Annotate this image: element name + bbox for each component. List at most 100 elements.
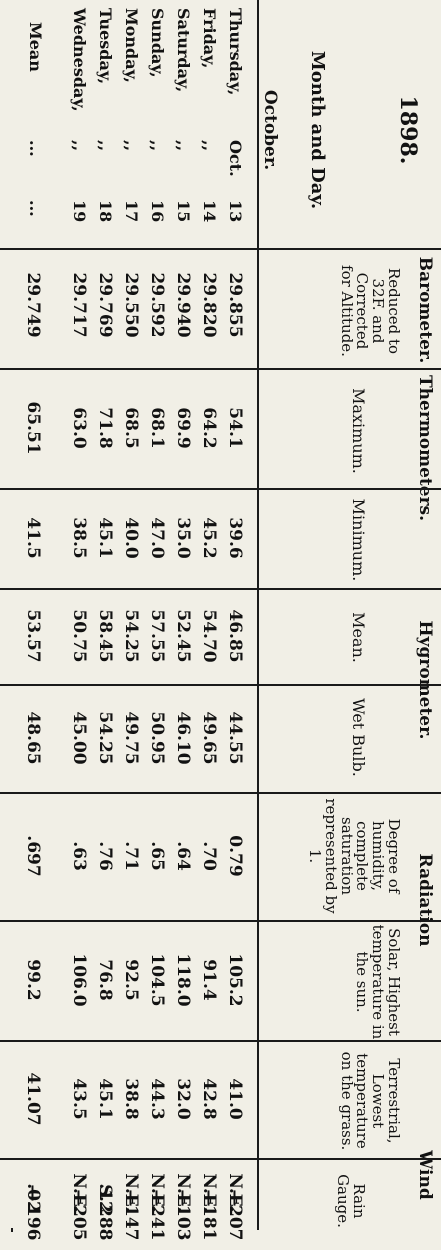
header-rule <box>257 0 259 1230</box>
cell-value: 205 <box>69 1205 89 1241</box>
cell-value: 58.45 <box>95 609 115 663</box>
row-date: 17 <box>122 200 141 223</box>
row-day: Wednesday, <box>70 8 89 112</box>
mean-value: 99.2 <box>23 959 43 1001</box>
divider-2 <box>0 368 441 370</box>
cell-value: 92.5 <box>121 959 141 1001</box>
row-day: Monday, <box>122 8 141 83</box>
cell-value: .71 <box>121 841 141 871</box>
row-month: ,, <box>96 140 115 152</box>
cell-value: 49.75 <box>121 711 141 765</box>
col-thermo-mean: Mean. <box>349 612 368 663</box>
cell-value: 91.4 <box>199 959 219 1001</box>
cell-value: 50.75 <box>69 609 89 663</box>
month-and-day-heading: Month and Day. <box>307 50 328 210</box>
cell-value: 29.940 <box>173 272 193 338</box>
mean-value: 48.65 <box>23 711 43 765</box>
divider-1 <box>0 248 441 250</box>
cell-value: 49.65 <box>199 711 219 765</box>
group-barometer: Barometer. <box>415 256 435 364</box>
cell-value: 29.717 <box>69 272 89 338</box>
cell-value: 241 <box>147 1205 167 1241</box>
row-day: Friday, <box>200 8 219 69</box>
cell-value: 35.0 <box>173 517 193 559</box>
cell-value: .63 <box>69 841 89 871</box>
cell-value: 181 <box>199 1205 219 1241</box>
mean-value: .697 <box>23 835 43 877</box>
group-radiation: Radiation <box>415 853 435 947</box>
cell-value: 0.79 <box>225 835 245 877</box>
row-day: Sunday, <box>148 8 167 78</box>
cell-value: 63.0 <box>69 407 89 449</box>
cell-value: 71.8 <box>95 407 115 449</box>
cell-value: 50.95 <box>147 711 167 765</box>
cell-value: 42.8 <box>199 1078 219 1120</box>
cell-value: 76.8 <box>95 959 115 1001</box>
month-heading: October. <box>260 89 280 171</box>
mean-value: 65.51 <box>23 401 43 455</box>
cell-value: 29.820 <box>199 272 219 338</box>
row-day: Tuesday, <box>96 8 115 85</box>
col-thermo-minimum: Minimum. <box>349 498 368 582</box>
mean-value: 41.5 <box>23 517 43 559</box>
cell-value: 44.3 <box>147 1078 167 1120</box>
divider-9 <box>0 1158 441 1160</box>
col-humidity: Degree of humidity, complete saturation … <box>306 798 403 914</box>
cell-value: 46.10 <box>173 711 193 765</box>
row-date: 19 <box>70 200 89 223</box>
cell-value: 147 <box>121 1205 141 1241</box>
cell-value: 38.8 <box>121 1078 141 1120</box>
group-wind: Wind <box>415 1150 435 1200</box>
row-month: ,, <box>70 140 89 152</box>
cell-value: 38.5 <box>69 517 89 559</box>
mean-value: 53.57 <box>23 609 43 663</box>
row-month: ,, <box>174 140 193 152</box>
divider-3 <box>0 488 441 490</box>
cell-value: 29.592 <box>147 272 167 338</box>
row-month: ,, <box>148 140 167 152</box>
mean-label: Mean <box>26 22 45 72</box>
cell-value: 45.1 <box>95 1078 115 1120</box>
cell-value: 39.6 <box>225 517 245 559</box>
row-date: 14 <box>200 200 219 223</box>
cell-value: 29.550 <box>121 272 141 338</box>
cell-value: 45.00 <box>69 711 89 765</box>
cell-value: 118.0 <box>173 953 193 1007</box>
cell-value: 44.55 <box>225 711 245 765</box>
cell-value: .76 <box>95 841 115 871</box>
cell-value: 288 <box>95 1205 115 1241</box>
cell-value: 29.855 <box>225 272 245 338</box>
group-hygrometer: Hygrometer. <box>415 620 435 740</box>
cell-value: 45.1 <box>95 517 115 559</box>
row-month: Oct. <box>226 140 245 177</box>
cell-value: 54.70 <box>199 609 219 663</box>
cell-value: 54.25 <box>121 609 141 663</box>
cell-value: 103 <box>173 1205 193 1241</box>
row-date: 15 <box>174 200 193 223</box>
cell-value: 54.25 <box>95 711 115 765</box>
cell-value: 52.45 <box>173 609 193 663</box>
cell-value: 106.0 <box>69 953 89 1007</box>
mean-dots-1: ... <box>26 140 45 157</box>
col-solar: Solar, Highest temperature in the sun. <box>353 924 404 1040</box>
cell-value: 29.769 <box>95 272 115 338</box>
row-date: 18 <box>96 200 115 223</box>
cell-value: 68.1 <box>147 407 167 449</box>
year-heading: 1898. <box>395 95 421 165</box>
cell-value: 69.9 <box>173 407 193 449</box>
mean-value: 196 <box>23 1205 43 1241</box>
divider-5 <box>0 684 441 686</box>
cell-value: 54.1 <box>225 407 245 449</box>
cell-value: 64.2 <box>199 407 219 449</box>
mean-value: 41.07 <box>23 1072 43 1126</box>
divider-8 <box>0 1040 441 1042</box>
row-day: Saturday, <box>174 8 193 93</box>
cell-value: .64 <box>173 841 193 871</box>
col-wet-bulb: Wet Bulb. <box>349 698 368 777</box>
mean-value: 29.749 <box>23 272 43 338</box>
divider-7 <box>0 920 441 922</box>
cell-value: 41.0 <box>225 1078 245 1120</box>
col-thermo-maximum: Maximum. <box>349 388 368 474</box>
divider-4 <box>0 588 441 590</box>
bottom-rule <box>11 1228 13 1232</box>
